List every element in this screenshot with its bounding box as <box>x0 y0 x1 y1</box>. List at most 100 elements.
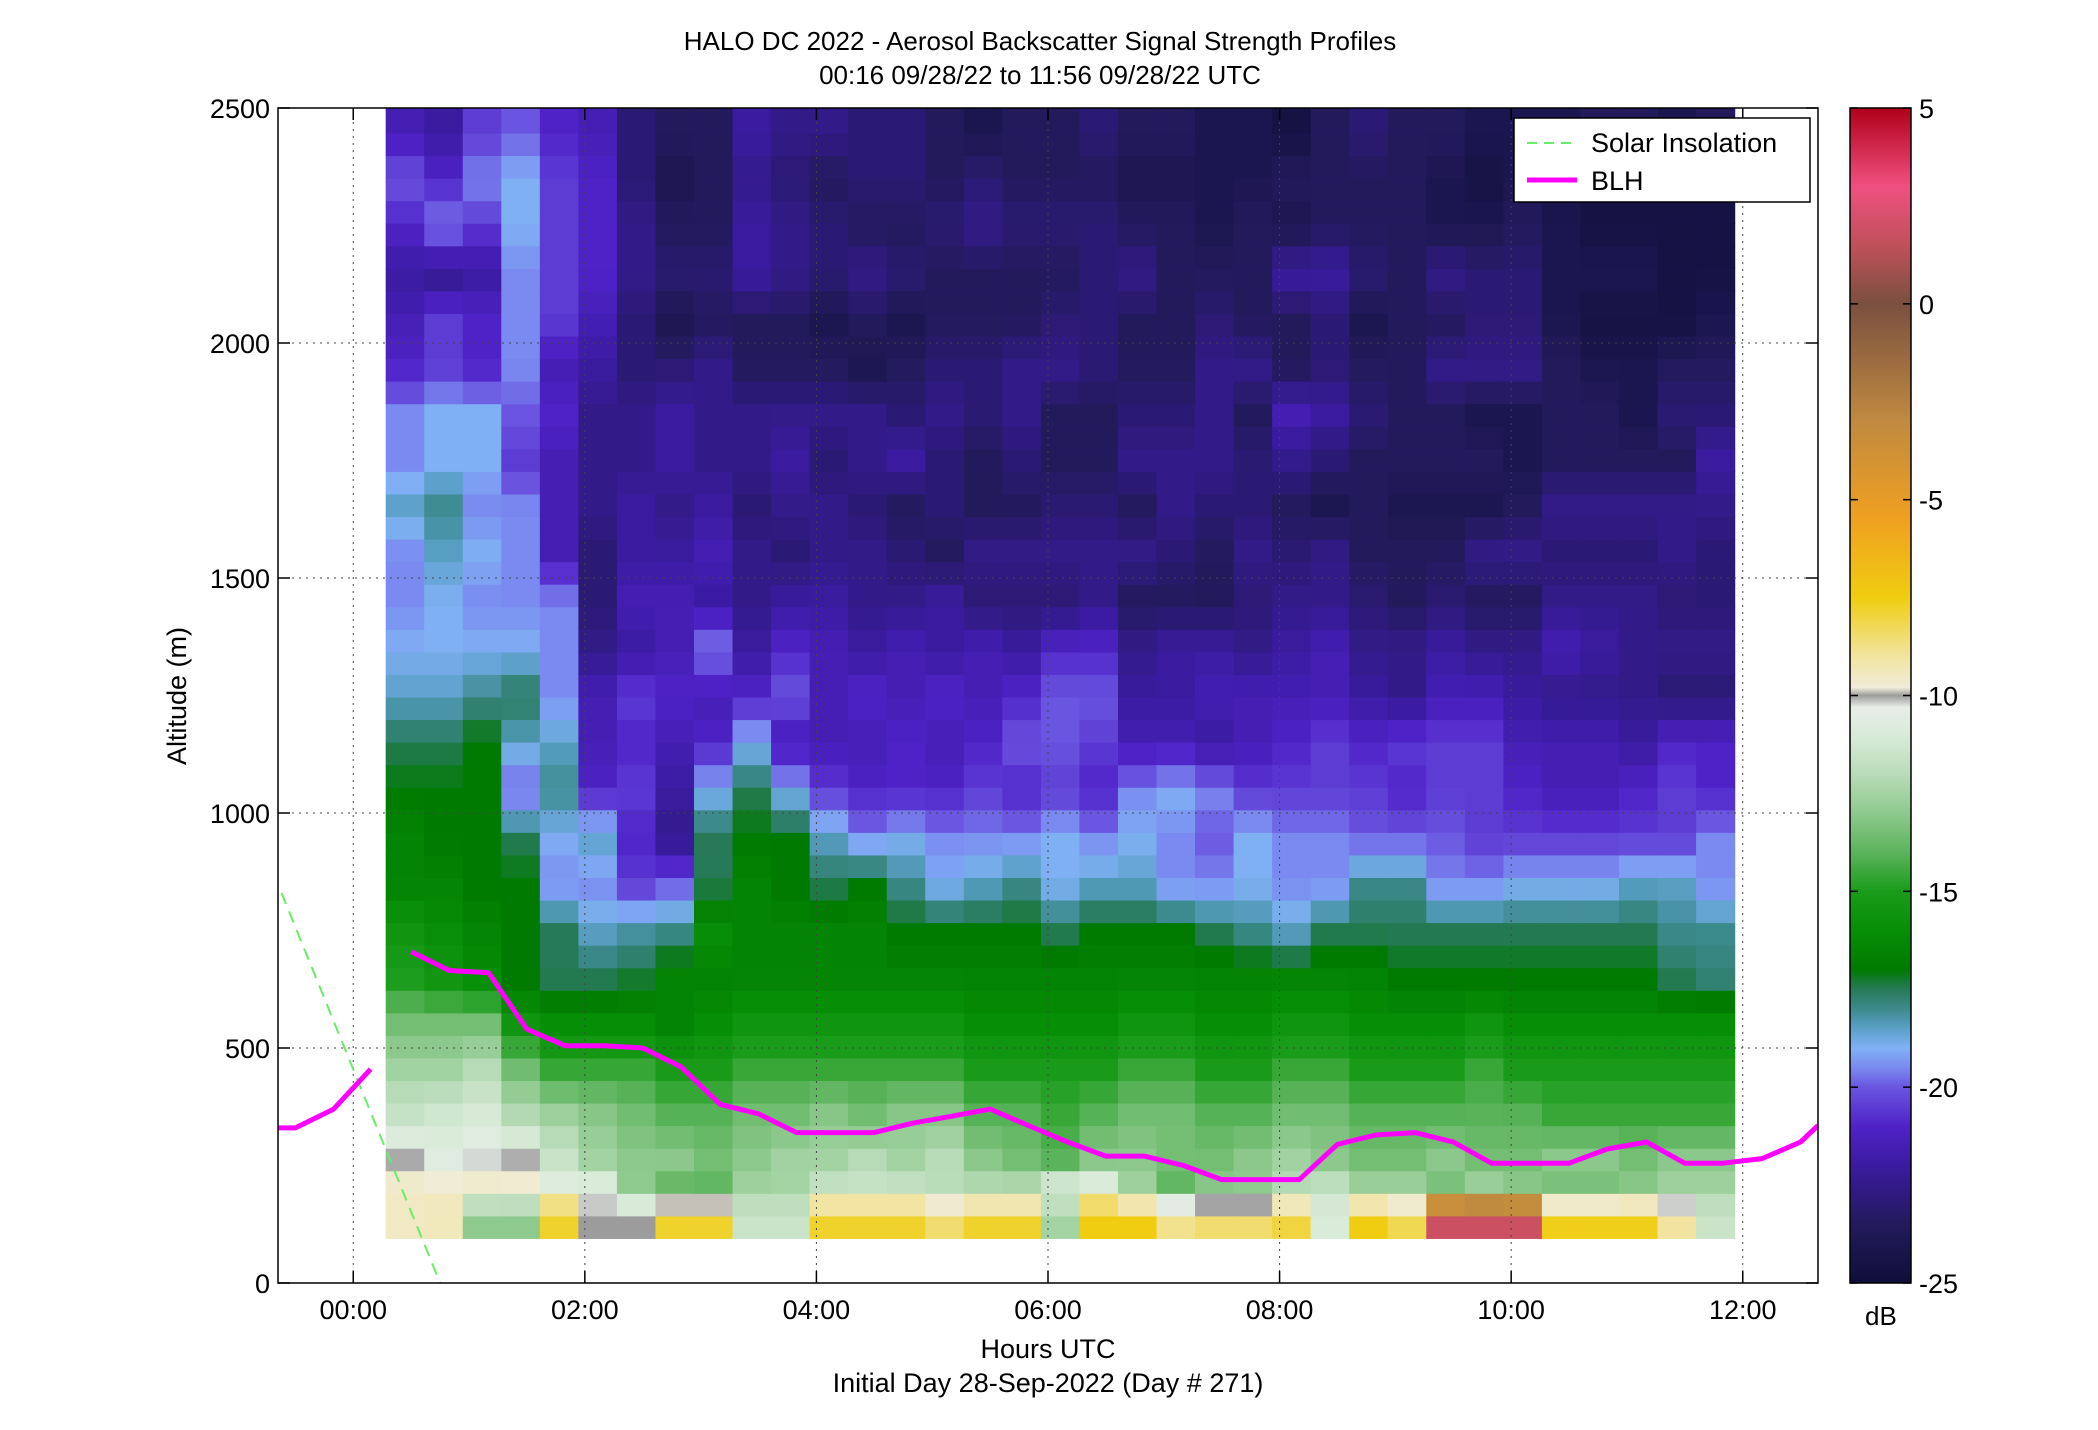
heatmap-cell <box>963 719 1003 743</box>
heatmap-cell <box>539 381 579 405</box>
heatmap-cell <box>1387 493 1427 518</box>
heatmap-cell <box>1464 1035 1504 1059</box>
heatmap-cell <box>655 132 695 157</box>
heatmap-cell <box>963 742 1003 766</box>
heatmap-cell <box>694 516 734 540</box>
heatmap-cell <box>694 108 734 111</box>
heatmap-cell <box>616 1148 657 1172</box>
heatmap-cell <box>1503 1102 1543 1127</box>
heatmap-cell <box>1002 1125 1042 1149</box>
heatmap-cell <box>1387 606 1427 630</box>
heatmap-cell <box>1040 245 1081 269</box>
heatmap-cell <box>1272 358 1312 382</box>
heatmap-cell <box>578 268 618 292</box>
heatmap-cell <box>886 245 926 269</box>
heatmap-cell <box>771 155 811 179</box>
heatmap-cell <box>539 606 579 630</box>
heatmap-cell <box>655 516 695 540</box>
heatmap-cell <box>1117 945 1158 969</box>
heatmap-cell <box>1002 922 1042 946</box>
legend-solar-label: Solar Insolation <box>1591 128 1777 158</box>
heatmap-cell <box>925 1148 965 1172</box>
heatmap-cell <box>578 584 618 608</box>
heatmap-cell <box>1580 223 1620 247</box>
heatmap-cell <box>462 809 502 833</box>
heatmap-cell <box>1195 155 1235 179</box>
heatmap-cell <box>539 110 579 134</box>
heatmap-cell <box>1272 471 1312 495</box>
heatmap-cell <box>809 1193 849 1217</box>
heatmap-cell <box>771 1170 811 1194</box>
heatmap-cell <box>1195 403 1235 427</box>
heatmap-cell <box>1387 922 1427 946</box>
heatmap-cell <box>1272 516 1312 540</box>
heatmap-cell <box>616 132 657 157</box>
heatmap-cell <box>694 381 734 405</box>
heatmap-cell <box>1040 696 1081 721</box>
heatmap-cell <box>848 1148 888 1172</box>
heatmap-cell <box>424 1170 464 1194</box>
heatmap-cell <box>694 584 734 608</box>
heatmap-cell <box>1040 809 1081 833</box>
heatmap-cell <box>501 1080 541 1104</box>
heatmap-cell <box>886 426 926 450</box>
y-tick-label: 1000 <box>210 799 270 829</box>
heatmap-cell <box>732 809 772 833</box>
heatmap-cell <box>1272 1125 1312 1149</box>
heatmap-cell <box>655 1170 695 1194</box>
heatmap-cell <box>809 787 849 811</box>
heatmap-cell <box>1233 290 1273 314</box>
heatmap-cell <box>1272 990 1312 1014</box>
heatmap-cell <box>501 854 541 878</box>
heatmap-cell <box>1541 1170 1582 1194</box>
heatmap-cell <box>1117 403 1158 427</box>
heatmap-cell <box>1272 1057 1312 1082</box>
heatmap-cell <box>1079 245 1119 269</box>
heatmap-cell <box>1117 651 1158 675</box>
heatmap-cell <box>385 448 425 472</box>
heatmap-cell <box>655 471 695 495</box>
heatmap-cell <box>1156 764 1196 788</box>
heatmap-cell <box>925 787 965 811</box>
heatmap-cell <box>578 787 618 811</box>
heatmap-cell <box>886 516 926 540</box>
heatmap-cell <box>809 290 849 314</box>
x-axis-label: Hours UTC <box>980 1334 1115 1364</box>
heatmap-cell <box>1387 832 1427 856</box>
heatmap-cell <box>578 854 618 878</box>
heatmap-cell <box>1696 809 1736 833</box>
colorbar-tick-label: 0 <box>1919 290 1934 320</box>
heatmap-cell <box>809 538 849 563</box>
heatmap-cell <box>1464 674 1504 698</box>
heatmap-cell <box>1272 268 1312 292</box>
heatmap-cell <box>616 200 657 224</box>
heatmap-cell <box>732 945 772 969</box>
heatmap-cell <box>1619 493 1659 518</box>
heatmap-cell <box>1657 1080 1697 1104</box>
heatmap-cell <box>1349 1012 1389 1036</box>
heatmap-cell <box>1541 1080 1582 1104</box>
heatmap-cell <box>462 696 502 721</box>
heatmap-cell <box>655 178 695 202</box>
heatmap-cell <box>694 764 734 788</box>
heatmap-cell <box>462 606 502 630</box>
heatmap-cell <box>424 426 464 450</box>
heatmap-cell <box>1464 809 1504 833</box>
heatmap-cell <box>1580 471 1620 495</box>
heatmap-cell <box>578 990 618 1014</box>
heatmap-cell <box>1156 132 1196 157</box>
heatmap-cell <box>655 764 695 788</box>
heatmap-cell <box>424 1148 464 1172</box>
heatmap-cell <box>539 967 579 991</box>
heatmap-cell <box>1117 1080 1158 1104</box>
heatmap-cell <box>1696 108 1736 111</box>
heatmap-cell <box>848 967 888 991</box>
heatmap-cell <box>1349 606 1389 630</box>
heatmap-cell <box>424 1193 464 1217</box>
heatmap-cell <box>424 155 464 179</box>
heatmap-cell <box>1657 1215 1697 1239</box>
heatmap-cell <box>1002 719 1042 743</box>
heatmap-cell <box>578 1148 618 1172</box>
heatmap-cell <box>1387 381 1427 405</box>
heatmap-cell <box>1233 516 1273 540</box>
